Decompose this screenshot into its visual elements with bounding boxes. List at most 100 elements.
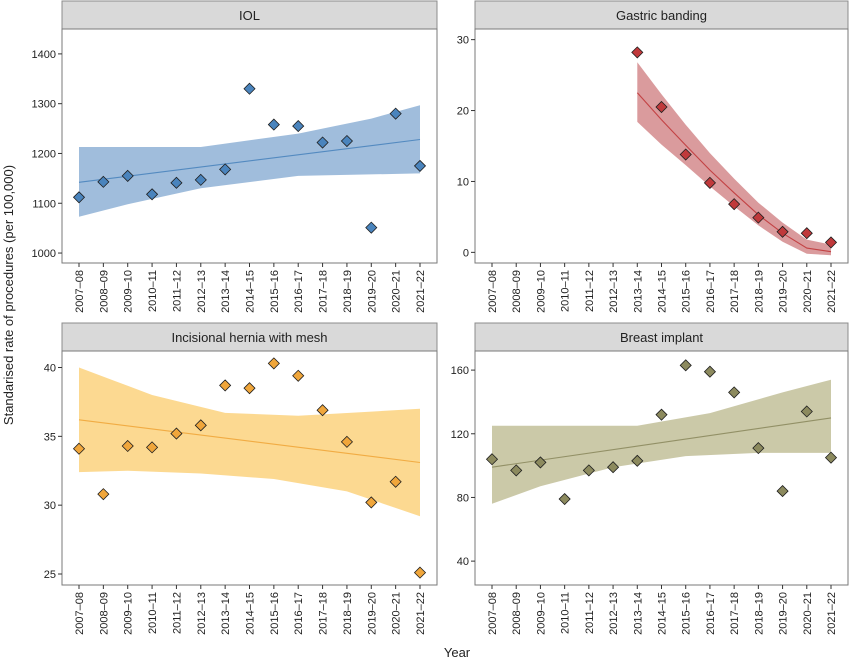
- y-axis-title: Standarised rate of procedures (per 100,…: [1, 165, 16, 425]
- y-tick-label: 120: [451, 429, 469, 441]
- x-tick-label: 2011–12: [171, 270, 183, 312]
- x-tick-label: 2012–13: [608, 592, 620, 635]
- y-tick-label: 35: [44, 431, 56, 443]
- data-point: [824, 236, 838, 249]
- x-tick-label: 2008–09: [98, 592, 110, 635]
- panel: IOL 1000 1100 1200 1300 1400 2007–08 2008–09 200…: [32, 0, 438, 313]
- panel-title: Incisional hernia with mesh: [171, 330, 327, 345]
- x-tick-label: 2012–13: [196, 592, 208, 635]
- y-tick-label: 1200: [32, 148, 56, 160]
- data-point: [800, 405, 813, 418]
- y-tick-label: 1100: [32, 198, 56, 210]
- x-tick-label: 2020–21: [391, 270, 403, 313]
- trend-line: [636, 92, 832, 253]
- panel-title: IOL: [239, 8, 260, 23]
- x-tick-label: 2007–08: [74, 270, 86, 313]
- data-point: [121, 439, 134, 453]
- x-tick-label: 2015–16: [269, 592, 281, 635]
- x-tick-label: 2011–12: [584, 270, 596, 312]
- y-tick-label: 40: [457, 556, 469, 568]
- data-point: [194, 419, 207, 432]
- x-tick-label: 2015–16: [681, 270, 693, 313]
- data-point: [776, 225, 789, 238]
- data-point: [631, 454, 644, 467]
- x-tick-label: 2015–16: [681, 592, 693, 635]
- x-tick-label: 2017–18: [318, 592, 330, 635]
- x-tick-label: 2019–20: [366, 270, 378, 313]
- data-point: [292, 369, 305, 382]
- x-tick-label: 2017–18: [318, 270, 330, 313]
- x-tick-label: 2009–10: [535, 592, 547, 635]
- data-point: [679, 359, 692, 372]
- x-tick-label: 2009–10: [123, 270, 135, 313]
- data-point: [607, 461, 620, 474]
- data-point: [194, 173, 207, 186]
- x-tick-label: 2010–11: [147, 592, 159, 634]
- y-tick-label: 1000: [32, 248, 56, 260]
- data-point: [365, 496, 378, 509]
- data-point: [97, 488, 110, 501]
- data-point: [413, 159, 427, 172]
- data-point: [631, 46, 644, 59]
- x-tick-label: 2021–22: [415, 270, 427, 313]
- data-point: [243, 82, 256, 95]
- x-tick-label: 2019–20: [778, 592, 790, 635]
- x-tick-label: 2008–09: [511, 270, 523, 313]
- data-point: [558, 492, 571, 506]
- x-tick-label: 2020–21: [802, 592, 814, 635]
- data-point: [679, 148, 692, 161]
- x-tick-label: 2020–21: [391, 592, 403, 635]
- x-tick-label: 2015–16: [269, 270, 281, 313]
- x-tick-label: 2021–22: [415, 592, 427, 635]
- data-point: [219, 379, 232, 392]
- data-point: [534, 456, 547, 469]
- x-tick-label: 2021–22: [826, 270, 838, 313]
- panel: Gastric banding 0 10 20 30 2007–08 2008–09 2009…: [457, 0, 849, 313]
- x-tick-label: 2020–21: [802, 270, 814, 313]
- panel: Breast implant 40 80 120 160 2007–08 2008–09 20…: [451, 322, 849, 635]
- y-tick-label: 20: [457, 106, 469, 118]
- x-tick-label: 2018–19: [753, 270, 765, 313]
- x-tick-label: 2008–09: [511, 592, 523, 635]
- y-tick-label: 10: [457, 176, 469, 188]
- data-point: [267, 118, 280, 131]
- y-tick-label: 1300: [32, 99, 56, 111]
- x-tick-label: 2016–17: [293, 592, 305, 635]
- data-point: [824, 451, 838, 464]
- data-point: [703, 365, 716, 378]
- panel-strip: [474, 322, 849, 352]
- data-point: [316, 136, 329, 149]
- x-tick-label: 2013–14: [220, 270, 232, 313]
- x-tick-label: 2018–19: [342, 592, 354, 635]
- data-point: [121, 169, 134, 182]
- data-point: [510, 464, 523, 477]
- x-tick-label: 2010–11: [147, 270, 159, 312]
- data-point: [728, 198, 741, 211]
- x-tick-label: 2014–15: [245, 592, 257, 635]
- trend-line: [78, 138, 421, 183]
- data-point: [389, 107, 402, 120]
- x-tick-label: 2014–15: [657, 592, 669, 635]
- x-tick-label: 2013–14: [632, 592, 644, 635]
- panel-strip: [61, 0, 438, 30]
- data-point: [485, 453, 499, 466]
- trend-line: [78, 419, 421, 464]
- data-point: [365, 221, 378, 234]
- x-tick-label: 2009–10: [535, 270, 547, 313]
- y-tick-label: 30: [44, 500, 56, 512]
- x-tick-label: 2016–17: [705, 592, 717, 635]
- x-tick-label: 2016–17: [293, 270, 305, 313]
- x-tick-label: 2019–20: [366, 592, 378, 635]
- data-point: [219, 163, 232, 176]
- y-tick-label: 0: [463, 247, 469, 259]
- panel: Incisional hernia with mesh 25 30 35 40 2007–…: [44, 322, 438, 635]
- data-point: [800, 227, 813, 240]
- data-point: [752, 442, 765, 455]
- x-tick-label: 2007–08: [487, 592, 499, 635]
- x-tick-label: 2012–13: [608, 270, 620, 313]
- confidence-band: [492, 379, 831, 504]
- data-point: [146, 188, 159, 201]
- y-tick-label: 160: [451, 365, 469, 377]
- data-point: [72, 442, 86, 455]
